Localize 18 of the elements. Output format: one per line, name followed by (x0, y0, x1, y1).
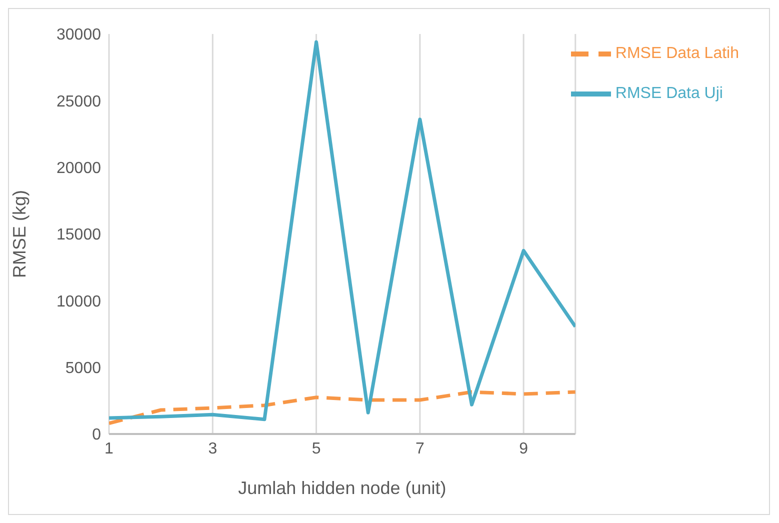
line-series (109, 390, 576, 426)
y-axis-title: RMSE (kg) (9, 190, 30, 278)
legend-label: RMSE Data Uji (615, 85, 723, 102)
x-tick-label: 3 (208, 440, 218, 458)
y-tick-label: 5000 (65, 360, 102, 378)
x-axis-title: Jumlah hidden node (unit) (238, 478, 446, 498)
x-tick-label: 9 (519, 440, 528, 458)
y-tick-label: 25000 (56, 93, 102, 110)
x-tick-label: 7 (415, 440, 424, 458)
line-series (109, 40, 576, 422)
x-tick-label: 1 (104, 440, 114, 458)
y-tick-label: 20000 (56, 160, 102, 178)
y-tick-label: 15000 (56, 226, 102, 244)
y-tick-label: 0 (92, 426, 102, 444)
y-tick-label: 30000 (56, 26, 102, 44)
y-tick-label: 10000 (56, 293, 102, 310)
legend-label: RMSE Data Latih (615, 45, 739, 62)
x-tick-label: 5 (312, 440, 321, 458)
